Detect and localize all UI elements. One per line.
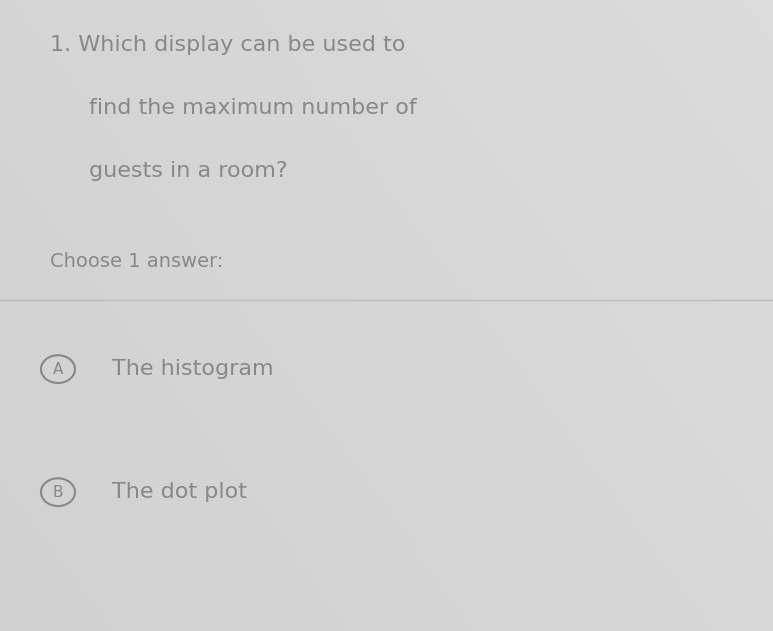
Text: The dot plot: The dot plot: [112, 482, 247, 502]
Text: The histogram: The histogram: [112, 359, 274, 379]
Text: Choose 1 answer:: Choose 1 answer:: [50, 252, 223, 271]
Text: guests in a room?: guests in a room?: [89, 161, 288, 181]
Text: 1. Which display can be used to: 1. Which display can be used to: [50, 35, 406, 55]
Text: A: A: [53, 362, 63, 377]
Text: B: B: [53, 485, 63, 500]
Text: find the maximum number of: find the maximum number of: [89, 98, 417, 118]
